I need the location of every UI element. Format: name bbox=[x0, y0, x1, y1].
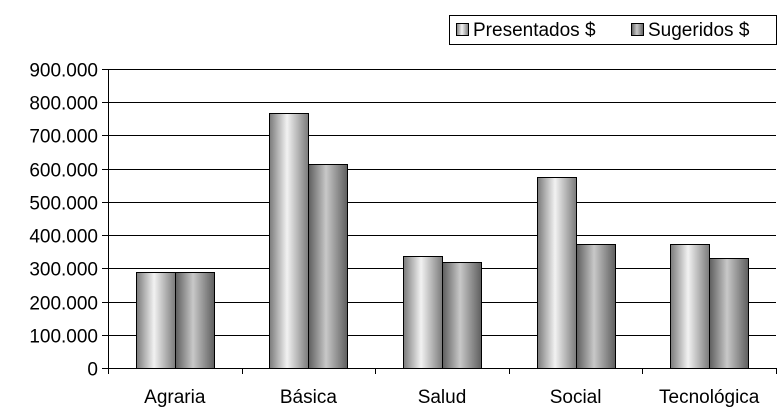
bar-presentados bbox=[269, 113, 309, 369]
gridlines bbox=[108, 69, 776, 336]
y-tick-label: 700.000 bbox=[29, 127, 98, 148]
y-tick-label: 0 bbox=[87, 360, 98, 381]
legend-box bbox=[449, 15, 777, 45]
bar-sugeridos bbox=[308, 164, 348, 369]
y-tick-label: 300.000 bbox=[29, 260, 98, 281]
y-tick-label: 100.000 bbox=[29, 327, 98, 348]
y-axis-ticks: 0 100.000 200.000 300.000 400.000 500.000 600.… bbox=[29, 61, 108, 381]
legend: Presentados $ Sugeridos $ bbox=[449, 15, 777, 45]
legend-label-presentados: Presentados $ bbox=[473, 20, 596, 41]
legend-swatch-sugeridos bbox=[631, 23, 644, 36]
x-tick-label: Básica bbox=[280, 387, 337, 408]
bar-sugeridos bbox=[442, 262, 482, 369]
bar-sugeridos bbox=[175, 272, 215, 369]
y-tick-label: 200.000 bbox=[29, 294, 98, 315]
bar-presentados bbox=[537, 177, 577, 369]
y-tick-label: 400.000 bbox=[29, 227, 98, 248]
bar-presentados bbox=[136, 272, 176, 369]
x-tick-label: Social bbox=[550, 387, 602, 408]
bar-sugeridos bbox=[709, 258, 749, 369]
bar-presentados bbox=[670, 244, 710, 369]
x-tick-label: Tecnológica bbox=[659, 387, 760, 408]
bar-sugeridos bbox=[576, 244, 616, 369]
bar-presentados bbox=[403, 256, 443, 369]
x-tick-label: Agraria bbox=[144, 387, 206, 408]
legend-label-sugeridos: Sugeridos $ bbox=[648, 20, 750, 41]
x-tick-label: Salud bbox=[418, 387, 467, 408]
x-axis-ticks: Agraria Básica Salud Social Tecnológica bbox=[108, 368, 777, 408]
y-tick-label: 600.000 bbox=[29, 161, 98, 182]
y-tick-label: 800.000 bbox=[29, 94, 98, 115]
bars bbox=[136, 113, 749, 369]
y-tick-label: 900.000 bbox=[29, 61, 98, 82]
y-tick-label: 500.000 bbox=[29, 194, 98, 215]
legend-swatch-presentados bbox=[456, 23, 469, 36]
